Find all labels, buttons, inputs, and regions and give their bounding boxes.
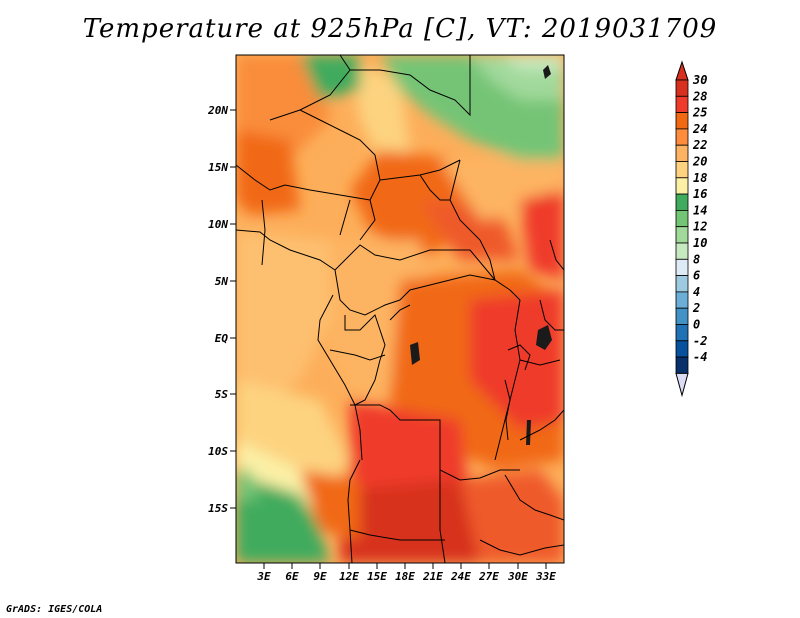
lat-label: 10N: [208, 218, 228, 231]
colorbar-segment: [675, 307, 689, 325]
colorbar-segment: [675, 177, 689, 195]
map-title: Temperature at 925hPa [C], VT: 201903170…: [82, 14, 718, 44]
lat-label: 15S: [208, 502, 228, 515]
colorbar-segment: [675, 324, 689, 342]
country-borders: [236, 55, 564, 563]
colorbar-bottom-arrow: [675, 372, 689, 398]
colorbar-segment: [675, 112, 689, 130]
lon-label: 6E: [285, 570, 299, 583]
lat-label: 5S: [215, 388, 229, 401]
colorbar-label: -4: [693, 350, 707, 364]
colorbar-label: 18: [693, 171, 707, 185]
lat-labels: 20N 15N 10N 5N EQ 5S 10S 15S: [207, 104, 228, 515]
colorbar-label: 16: [693, 187, 707, 201]
colorbar-segment: [675, 128, 689, 146]
colorbar-label: 22: [692, 138, 707, 152]
colorbar-label: 10: [693, 236, 707, 250]
lon-labels: 3E 6E 9E 12E 15E 18E 21E 24E 27E 30E 33E: [256, 570, 556, 583]
lon-label: 9E: [313, 570, 327, 583]
colorbar-label: 30: [692, 73, 707, 87]
lon-label: 15E: [367, 570, 387, 583]
colorbar-segment: [675, 193, 689, 211]
lon-label: 12E: [339, 570, 359, 583]
lon-label: 30E: [507, 570, 528, 583]
lon-ticks: [263, 563, 547, 569]
colorbar-segment: [675, 209, 689, 228]
colorbar-segment: [675, 275, 689, 293]
map-frame: [235, 54, 565, 564]
lat-label: EQ: [215, 332, 229, 345]
colorbar-segment: [675, 242, 689, 260]
lat-label: 20N: [207, 104, 228, 117]
colorbar-segment: [675, 144, 689, 162]
lon-label: 24E: [450, 570, 471, 583]
colorbar-label: 25: [692, 106, 707, 120]
colorbar-segment: [675, 95, 689, 114]
lon-label: 18E: [395, 570, 415, 583]
colorbar-segment: [675, 161, 689, 179]
lon-label: 3E: [256, 570, 271, 583]
lat-label: 15N: [208, 161, 228, 174]
colorbar-label: 28: [692, 89, 707, 103]
colorbar-segment: [675, 291, 689, 309]
lon-label: 33E: [535, 570, 556, 583]
colorbar-segment: [675, 79, 689, 97]
credit-text: GrADS: IGES/COLA: [6, 604, 103, 615]
lat-label: 10S: [208, 445, 228, 458]
temperature-field: [236, 55, 564, 563]
colorbar-label: -2: [693, 334, 707, 348]
colorbar-label: 2: [692, 301, 700, 315]
colorbar-segment: [675, 226, 689, 244]
lon-label: 21E: [422, 570, 443, 583]
lat-ticks: [230, 109, 236, 509]
colorbar-label: 14: [693, 203, 707, 217]
colorbar-segment: [675, 340, 689, 358]
colorbar-top-arrow: [675, 60, 689, 81]
colorbar-label: 24: [692, 122, 707, 136]
colorbar-label: 6: [693, 269, 700, 283]
colorbar-segment: [675, 258, 689, 276]
lon-label: 27E: [478, 570, 499, 583]
colorbar-label: 12: [693, 220, 707, 234]
colorbar-segment: [675, 356, 689, 374]
colorbar-label: 0: [693, 318, 700, 332]
lat-label: 5N: [215, 275, 229, 288]
colorbar-label: 8: [693, 252, 700, 266]
colorbar-label: 20: [692, 155, 707, 169]
colorbar-label: 4: [693, 285, 700, 299]
